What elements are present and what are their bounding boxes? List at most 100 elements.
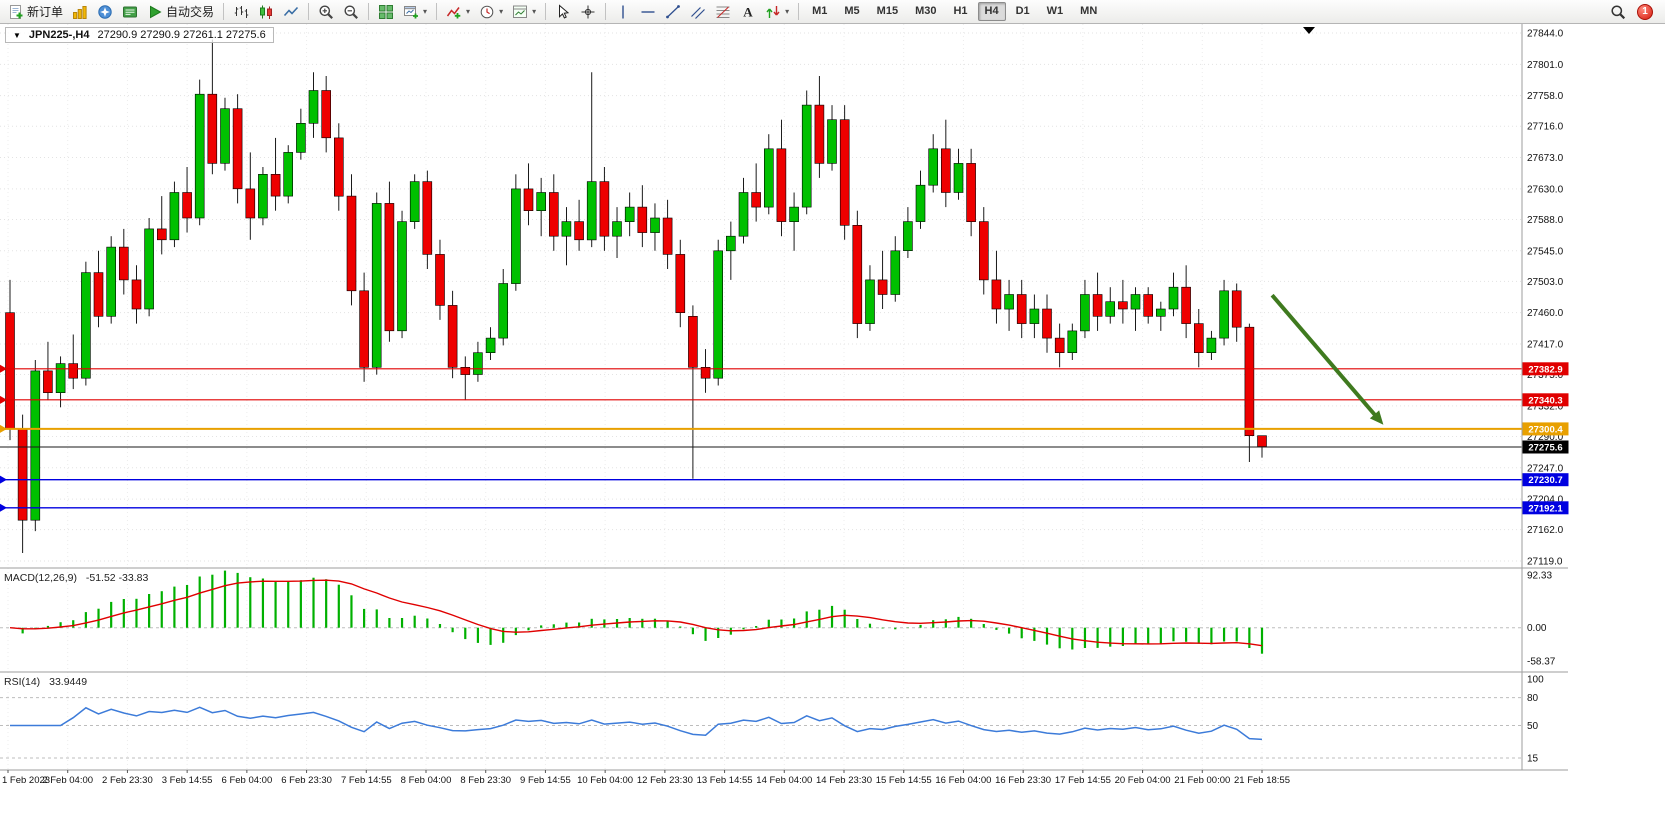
candle[interactable] xyxy=(511,188,521,284)
candle[interactable] xyxy=(688,315,698,368)
crosshair-button[interactable] xyxy=(576,1,600,22)
candle[interactable] xyxy=(713,250,724,379)
candle[interactable] xyxy=(1042,308,1052,339)
new-chart-button[interactable]: ▾ xyxy=(399,1,431,22)
timeframe-m30[interactable]: M30 xyxy=(915,5,937,17)
candle[interactable] xyxy=(447,305,458,368)
vertical-line-button[interactable] xyxy=(611,1,635,22)
price-lines-layer[interactable] xyxy=(0,364,1522,512)
candle[interactable] xyxy=(814,104,825,164)
indicators-button[interactable]: ▾ xyxy=(442,1,474,22)
new-order-button[interactable]: 新订单 xyxy=(4,1,67,22)
candle[interactable] xyxy=(865,279,875,324)
candle[interactable] xyxy=(220,108,230,164)
candle[interactable] xyxy=(194,93,205,219)
line-chart-button[interactable] xyxy=(279,1,303,22)
candle[interactable] xyxy=(763,148,774,208)
candle[interactable] xyxy=(1080,294,1090,332)
candle[interactable] xyxy=(30,370,41,521)
candle[interactable] xyxy=(966,163,976,222)
candle[interactable] xyxy=(1257,435,1267,447)
candle[interactable] xyxy=(485,337,496,354)
candle[interactable] xyxy=(1029,308,1040,324)
timeframe-h1[interactable]: H1 xyxy=(953,5,968,17)
candle[interactable] xyxy=(1105,301,1115,317)
dropdown-caret-icon[interactable]: ▾ xyxy=(785,7,790,16)
candle[interactable] xyxy=(283,152,294,197)
arrows-button[interactable]: ▾ xyxy=(761,1,793,22)
candles-layer[interactable] xyxy=(5,39,1267,553)
candle[interactable] xyxy=(738,192,749,237)
tile-windows-button[interactable] xyxy=(374,1,398,22)
candle[interactable] xyxy=(928,148,939,186)
candle[interactable] xyxy=(296,123,306,153)
candle[interactable] xyxy=(751,192,761,208)
candle[interactable] xyxy=(953,163,964,193)
candle[interactable] xyxy=(1231,290,1242,328)
candle[interactable] xyxy=(903,221,913,252)
candle[interactable] xyxy=(586,181,597,241)
autotrading-button[interactable]: 自动交易 xyxy=(143,1,218,22)
templates-button[interactable]: ▾ xyxy=(508,1,540,22)
candle[interactable] xyxy=(1206,337,1217,354)
navigator-button[interactable] xyxy=(93,1,117,22)
candle[interactable] xyxy=(359,290,369,368)
candle[interactable] xyxy=(1004,294,1014,310)
trendline-button[interactable] xyxy=(661,1,685,22)
candle[interactable] xyxy=(1244,326,1255,437)
dropdown-caret-icon[interactable]: ▾ xyxy=(499,7,504,16)
candle[interactable] xyxy=(801,104,812,208)
candle[interactable] xyxy=(245,188,256,219)
candle[interactable] xyxy=(890,250,901,295)
candle[interactable] xyxy=(877,279,888,295)
candle[interactable] xyxy=(182,192,192,219)
candle[interactable] xyxy=(637,206,648,233)
candle[interactable] xyxy=(5,312,15,430)
candle[interactable] xyxy=(144,228,154,310)
chart-shift-marker-icon[interactable] xyxy=(1303,27,1315,34)
cursor-button[interactable] xyxy=(551,1,575,22)
candle[interactable] xyxy=(1130,294,1141,310)
fibonacci-button[interactable] xyxy=(711,1,735,22)
candle[interactable] xyxy=(536,192,547,212)
candle[interactable] xyxy=(839,119,850,226)
notification-badge[interactable]: 1 xyxy=(1637,3,1653,20)
candle[interactable] xyxy=(700,366,711,379)
periods-button[interactable]: ▾ xyxy=(475,1,507,22)
candle[interactable] xyxy=(1016,294,1027,324)
candle[interactable] xyxy=(650,217,660,233)
candle[interactable] xyxy=(17,428,28,521)
candle[interactable] xyxy=(1092,294,1103,317)
candle[interactable] xyxy=(55,363,66,394)
horizontal-line-button[interactable] xyxy=(636,1,660,22)
candle[interactable] xyxy=(675,254,686,313)
candle[interactable] xyxy=(119,246,129,281)
candle[interactable] xyxy=(460,366,471,375)
candle[interactable] xyxy=(1067,330,1078,353)
candle[interactable] xyxy=(93,272,104,317)
zoom-in-button[interactable] xyxy=(314,1,338,22)
timeframe-w1[interactable]: W1 xyxy=(1046,5,1064,17)
candle[interactable] xyxy=(662,217,673,255)
timeframe-h4[interactable]: H4 xyxy=(977,2,1006,21)
candle[interactable] xyxy=(422,181,433,255)
dropdown-caret-icon[interactable]: ▾ xyxy=(532,7,537,16)
candle[interactable] xyxy=(409,181,420,223)
zoom-out-button[interactable] xyxy=(339,1,363,22)
candle[interactable] xyxy=(1181,286,1191,324)
timeframe-m5[interactable]: M5 xyxy=(844,5,860,17)
candle[interactable] xyxy=(131,279,142,310)
candle[interactable] xyxy=(106,246,116,317)
dropdown-caret-icon[interactable]: ▾ xyxy=(466,7,471,16)
candle[interactable] xyxy=(852,225,863,324)
one-click-trading-arrow-icon[interactable]: ▼ xyxy=(13,30,21,40)
candle[interactable] xyxy=(81,272,91,379)
timeframe-mn[interactable]: MN xyxy=(1080,5,1098,17)
candle[interactable] xyxy=(940,148,951,193)
candle[interactable] xyxy=(1168,286,1179,310)
candle[interactable] xyxy=(346,195,357,292)
candle[interactable] xyxy=(1219,290,1229,339)
candle[interactable] xyxy=(624,206,635,223)
trend-arrow-annotation[interactable] xyxy=(1270,293,1384,425)
